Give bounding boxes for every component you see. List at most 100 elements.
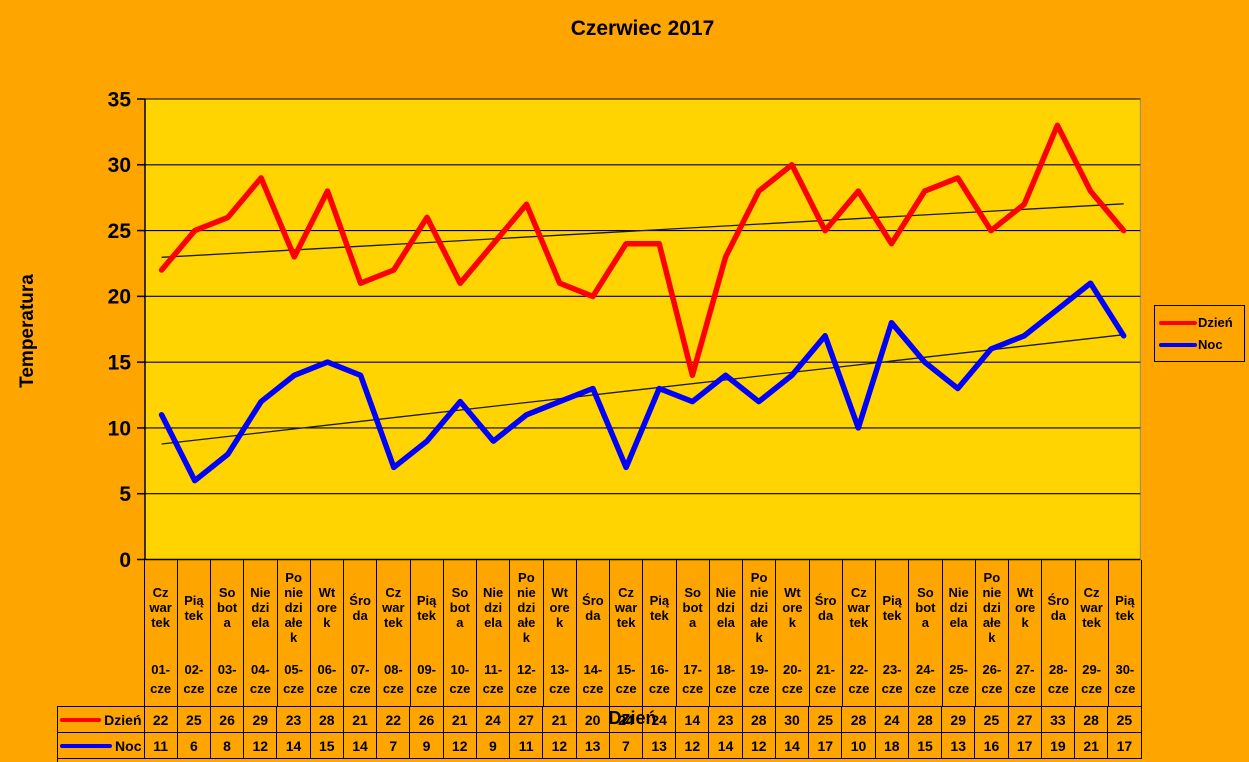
x-axis-category: Pią tek 23- cze (876, 560, 910, 706)
legend-label: Dzień (1198, 315, 1233, 330)
table-value-cell: 24 (875, 707, 909, 733)
x-axis-category: Wt ore k 27- cze (1009, 560, 1043, 706)
x-axis-category: Cz war tek 08- cze (377, 560, 411, 706)
table-value-cell: 17 (1008, 733, 1042, 759)
x-axis-category: Śro da 21- cze (810, 560, 843, 706)
x-axis-day-label: Cz war tek (149, 585, 172, 631)
x-axis-day-label: So bot a (217, 585, 238, 631)
y-tick-label: 0 (119, 549, 131, 572)
x-axis-day-label: Pią tek (882, 592, 902, 623)
x-axis-category: Wt ore k 06- cze (311, 560, 344, 706)
x-axis-day-label: Cz war tek (382, 585, 405, 631)
table-value-cell: 25 (1108, 707, 1142, 733)
table-value-cell: 15 (908, 733, 943, 759)
data-table: Dzień 22 25 26 29 23 28 21 22 26 21 24 27 21 20 24 24 14 2… (57, 706, 1142, 762)
x-axis-day-label: Śro da (814, 592, 837, 623)
table-value-cell: 8 (210, 733, 245, 759)
table-series-key: Noc (58, 733, 145, 759)
x-axis-category: Pią tek 09- cze (411, 560, 444, 706)
table-value-cell: 29 (942, 707, 976, 733)
table-value-cell: 30 (775, 707, 810, 733)
y-tick-label: 35 (108, 88, 132, 111)
series-key-line-icon (60, 717, 102, 722)
table-value-cell: 22 (377, 707, 411, 733)
x-axis-date-label: 25- cze (948, 661, 970, 697)
x-axis-day-label: Cz war tek (847, 585, 871, 631)
x-axis-date-label: 14- cze (582, 661, 604, 697)
x-axis-day-label: Nie dzi ela (483, 585, 504, 631)
x-axis-day-label: Po nie dzi ałe k (982, 570, 1002, 646)
x-axis-day-label: Nie dzi ela (948, 585, 969, 631)
x-axis-day-label: Nie dzi ela (250, 585, 271, 631)
table-value-cell: 7 (377, 733, 411, 759)
x-axis-category: So bot a 17- cze (677, 560, 710, 706)
x-axis-date-label: 06- cze (316, 661, 338, 697)
x-axis-date-label: 18- cze (715, 661, 737, 697)
x-axis-date-label: 17- cze (682, 661, 704, 697)
table-value-cell: 10 (842, 733, 876, 759)
table-value-cell: 9 (476, 733, 511, 759)
table-value-cell: 27 (510, 707, 544, 733)
table-value-cell: 28 (842, 707, 876, 733)
x-axis-category: Cz war tek 15- cze (610, 560, 644, 706)
table-series-key: Dzień (58, 707, 145, 733)
table-value-cell: 16 (975, 733, 1009, 759)
x-axis-category: Wt ore k 13- cze (544, 560, 577, 706)
x-axis-date-label: 30- cze (1114, 661, 1136, 697)
table-value-cell: 12 (244, 733, 278, 759)
x-axis-category: Cz war tek 22- cze (843, 560, 876, 706)
table-value-cell: 23 (277, 707, 311, 733)
x-axis-category: So bot a 10- cze (444, 560, 477, 706)
table-value-cell: 13 (643, 733, 677, 759)
x-axis-day-label: So bot a (915, 585, 936, 631)
y-tick-label: 25 (108, 220, 132, 243)
x-axis-category: Pią tek 02- cze (178, 560, 211, 706)
table-value-cell: 14 (277, 733, 311, 759)
x-axis-category: Nie dzi ela 11- cze (477, 560, 511, 706)
x-axis-category: Wt ore k 20- cze (776, 560, 810, 706)
table-value-cell: 22 (144, 707, 178, 733)
x-axis-date-label: 16- cze (648, 661, 670, 697)
table-value-cell: 29 (244, 707, 278, 733)
y-tick-label: 5 (119, 483, 131, 506)
table-value-cell: 7 (609, 733, 643, 759)
x-axis-date-label: 02- cze (183, 661, 205, 697)
table-value-cell: 24 (609, 707, 643, 733)
x-axis-day-label: Po nie dzi ałe k (749, 570, 769, 646)
table-value-cell: 28 (908, 707, 943, 733)
table-value-cell: 11 (144, 733, 178, 759)
table-value-cell: 13 (942, 733, 976, 759)
x-axis-day-label: Śro da (1047, 592, 1070, 623)
x-axis-category: Po nie dzi ałe k 05- cze (278, 560, 311, 706)
x-axis-date-label: 11- cze (482, 661, 504, 697)
y-tick-label: 20 (108, 286, 131, 309)
x-axis-day-label: So bot a (449, 585, 470, 631)
x-axis-category: Śro da 28- cze (1042, 560, 1076, 706)
x-axis-category: Cz war tek 29- cze (1076, 560, 1109, 706)
x-axis-day-label: Nie dzi ela (715, 585, 736, 631)
x-axis-date-label: 28- cze (1047, 661, 1069, 697)
table-value-cell: 24 (643, 707, 677, 733)
trendline-Noc (161, 334, 1124, 445)
y-tick-label: 10 (108, 417, 131, 440)
table-value-cell: 12 (676, 733, 710, 759)
x-axis-category: Nie dzi ela 25- cze (943, 560, 976, 706)
series-line-Dzień (158, 122, 1127, 379)
table-value-cell: 25 (177, 707, 211, 733)
series-line-Noc (158, 280, 1127, 484)
table-value-cell: 15 (310, 733, 344, 759)
table-value-cell: 6 (177, 733, 211, 759)
table-value-cell: 19 (1041, 733, 1076, 759)
x-axis-category: Śro da 07- cze (344, 560, 378, 706)
table-value-cell: 20 (576, 707, 610, 733)
x-axis-date-label: 22- cze (848, 661, 870, 697)
x-axis-day-label: Po nie dzi ałe k (284, 570, 304, 646)
x-axis-day-label: Śro da (582, 592, 604, 623)
series-key-line-icon (60, 743, 113, 748)
x-axis-day-label: Pią tek (184, 592, 204, 623)
table-value-cell: 13 (576, 733, 610, 759)
x-axis-day-label: Wt ore k (316, 585, 337, 631)
x-axis-day-label: Cz war tek (614, 585, 638, 631)
x-axis-date-label: 29- cze (1081, 661, 1103, 697)
